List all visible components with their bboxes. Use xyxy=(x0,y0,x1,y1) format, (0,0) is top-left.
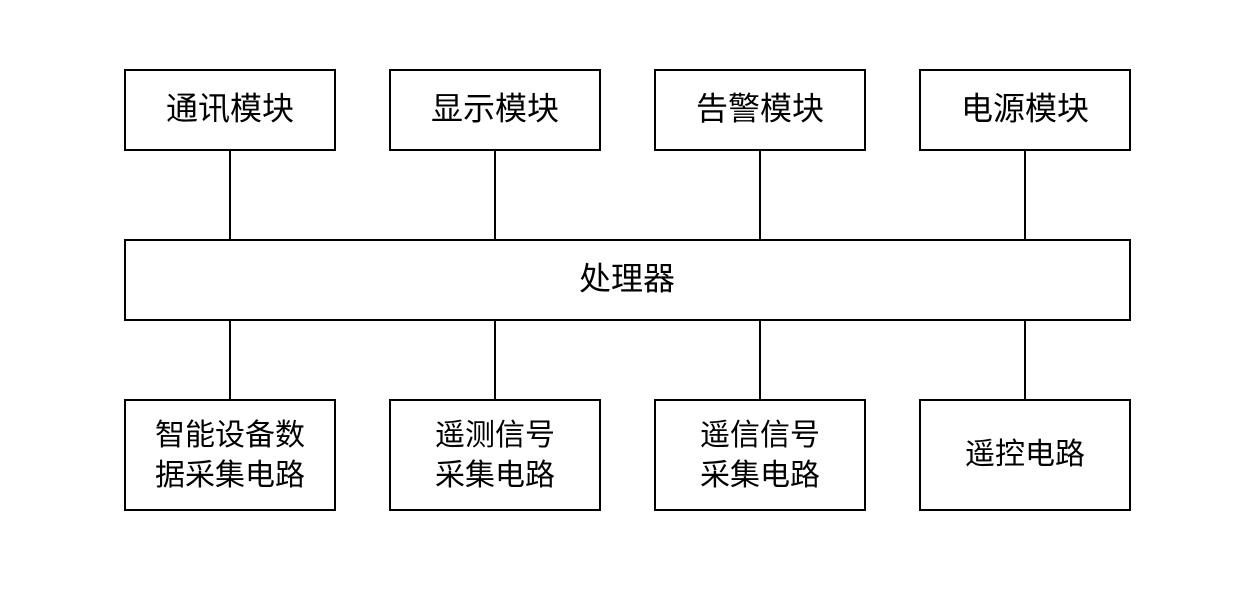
node-display-module: 显示模块 xyxy=(390,70,600,150)
node-remote-signal-acquisition-label-line1: 遥信信号 xyxy=(700,419,820,452)
block-diagram: 通讯模块 显示模块 告警模块 电源模块 处理器 智能设备数 据采集电路 遥测信号… xyxy=(0,0,1240,599)
node-smart-device-acquisition-label-line2: 据采集电路 xyxy=(155,459,305,492)
node-remote-control-circuit-label: 遥控电路 xyxy=(965,438,1085,471)
node-smart-device-acquisition: 智能设备数 据采集电路 xyxy=(125,400,335,510)
node-remote-signal-acquisition: 遥信信号 采集电路 xyxy=(655,400,865,510)
node-smart-device-acquisition-label-line1: 智能设备数 xyxy=(155,419,305,452)
node-alarm-module-label: 告警模块 xyxy=(696,90,824,126)
node-power-module-label: 电源模块 xyxy=(961,90,1089,126)
node-display-module-label: 显示模块 xyxy=(431,90,559,126)
node-telemetry-acquisition: 遥测信号 采集电路 xyxy=(390,400,600,510)
node-power-module: 电源模块 xyxy=(920,70,1130,150)
node-remote-signal-acquisition-label-line2: 采集电路 xyxy=(700,459,820,492)
node-communication-module: 通讯模块 xyxy=(125,70,335,150)
node-communication-module-label: 通讯模块 xyxy=(166,90,294,126)
node-remote-control-circuit: 遥控电路 xyxy=(920,400,1130,510)
node-telemetry-acquisition-label-line2: 采集电路 xyxy=(435,459,555,492)
node-telemetry-acquisition-label-line1: 遥测信号 xyxy=(435,419,555,452)
node-processor: 处理器 xyxy=(125,240,1130,320)
node-processor-label: 处理器 xyxy=(579,260,675,296)
node-alarm-module: 告警模块 xyxy=(655,70,865,150)
